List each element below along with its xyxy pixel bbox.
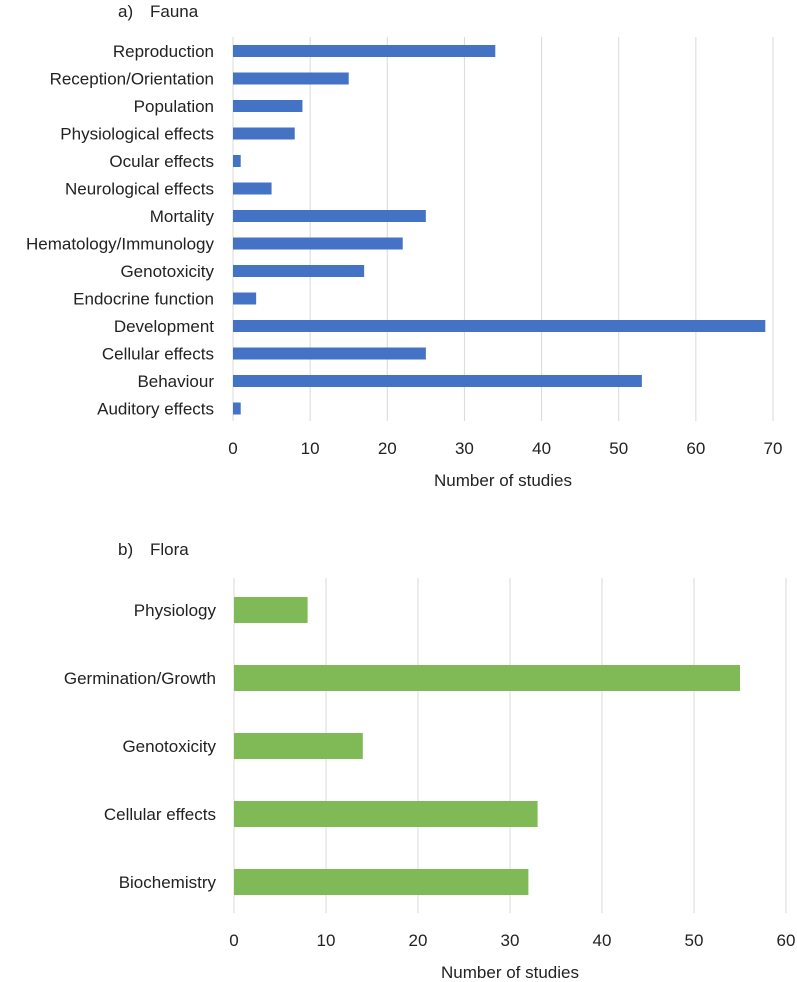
chart-fauna-x-tick-label: 10 [301,439,320,458]
chart-fauna-category-label: Reproduction [113,42,214,61]
chart-fauna-tick-labels: 0 10 20 30 40 50 60 70 [228,439,782,458]
chart-fauna: a) Fauna Reproduction Reception/Orientati… [26,2,782,490]
chart-flora-category-label: Genotoxicity [122,737,216,756]
chart-flora-x-tick-label: 60 [777,931,796,950]
chart-fauna-category-label: Population [134,97,214,116]
chart-flora-category-label: Germination/Growth [64,669,216,688]
chart-flora-bars [234,597,740,895]
chart-fauna-category-label: Reception/Orientation [50,70,214,89]
chart-fauna-bar-genotoxicity [233,265,365,277]
chart-fauna-category-label: Mortality [150,207,215,226]
chart-flora-tick-labels: 0 10 20 30 40 50 60 [229,931,795,950]
chart-fauna-x-tick-label: 30 [455,439,474,458]
chart-fauna-bar-ocular-effects [233,155,241,167]
chart-flora-panel-label: b) [118,540,133,559]
chart-fauna-bar-reception-orientation [233,72,349,85]
chart-fauna-bar-development [233,320,766,332]
chart-fauna-category-label: Endocrine function [73,290,214,309]
chart-fauna-bar-endocrine-function [233,292,257,305]
chart-flora-bar-germination-growth [234,665,740,691]
chart-fauna-category-label: Physiological effects [60,125,214,144]
chart-flora-category-label: Cellular effects [104,805,216,824]
chart-fauna-bar-auditory-effects [233,402,241,415]
chart-flora-x-tick-label: 50 [685,931,704,950]
chart-flora-bar-cellular-effects [234,801,538,827]
chart-flora-bar-biochemistry [234,869,529,895]
chart-fauna-bar-mortality [233,210,426,222]
chart-fauna-bar-population [233,100,303,112]
chart-flora-x-tick-label: 0 [229,931,238,950]
chart-fauna-category-label: Neurological effects [65,180,214,199]
chart-fauna-bar-hematology-immunology [233,237,403,250]
chart-fauna-x-tick-label: 20 [378,439,397,458]
chart-fauna-bar-behaviour [233,375,642,387]
chart-fauna-category-label: Genotoxicity [120,262,214,281]
chart-flora-category-label: Physiology [134,601,217,620]
chart-flora-title: Flora [150,540,189,559]
chart-fauna-category-label: Cellular effects [102,345,214,364]
chart-fauna-title: Fauna [150,2,199,21]
chart-flora-x-tick-label: 10 [317,931,336,950]
chart-flora-x-tick-label: 40 [593,931,612,950]
chart-fauna-category-label: Development [114,317,214,336]
chart-flora-x-tick-label: 30 [501,931,520,950]
chart-fauna-category-label: Behaviour [137,372,214,391]
chart-fauna-panel-label: a) [118,2,133,21]
chart-fauna-category-label: Auditory effects [97,400,214,419]
chart-fauna-x-tick-label: 70 [764,439,783,458]
chart-fauna-bar-reproduction [233,45,496,57]
chart-fauna-category-label: Hematology/Immunology [26,235,215,254]
chart-fauna-bar-cellular-effects [233,347,426,360]
chart-flora-x-axis-title: Number of studies [441,963,579,982]
chart-flora-bar-physiology [234,597,308,623]
chart-fauna-x-tick-label: 50 [609,439,628,458]
chart-fauna-gridlines [232,37,774,421]
chart-fauna-x-tick-label: 60 [686,439,705,458]
chart-fauna-bar-neurological-effects [233,182,272,195]
chart-fauna-bar-physiological-effects [233,127,295,140]
chart-fauna-x-axis-title: Number of studies [434,471,572,490]
chart-flora-category-labels: Physiology Germination/Growth Genotoxicity… [64,601,217,892]
chart-fauna-x-tick-label: 40 [532,439,551,458]
chart-flora: b) Flora Physiology Germination/Growth Gen… [64,540,796,982]
chart-fauna-category-labels: Reproduction Reception/Orientation Populat… [26,42,215,419]
chart-fauna-x-tick-label: 0 [228,439,237,458]
chart-flora-x-tick-label: 20 [409,931,428,950]
chart-fauna-category-label: Ocular effects [109,152,214,171]
chart-flora-bar-genotoxicity [234,733,363,759]
chart-flora-category-label: Biochemistry [119,873,217,892]
chart-fauna-bars [233,45,766,415]
